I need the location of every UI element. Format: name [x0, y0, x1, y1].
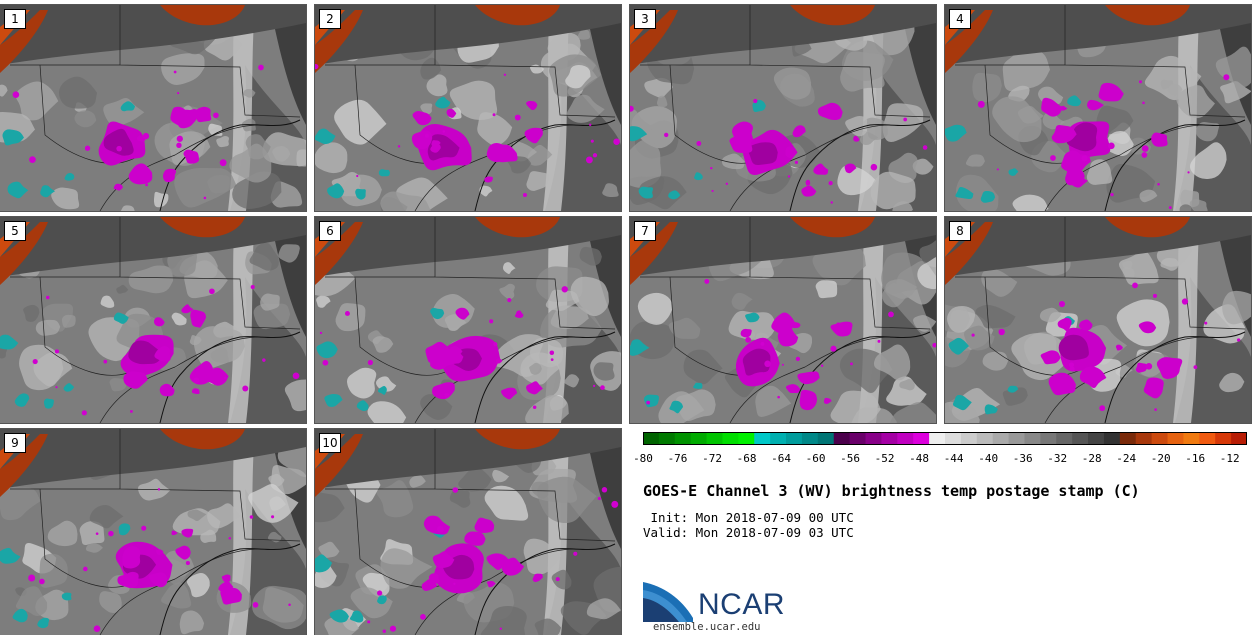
panel-label: 9 — [4, 433, 26, 453]
colorbar-tick-label: -76 — [667, 452, 688, 465]
colorbar-tick-label: -12 — [1219, 452, 1240, 465]
colorbar-swatch — [1151, 432, 1169, 445]
colorbar-swatch — [929, 432, 946, 445]
postage-stamp-panel: 2 — [314, 4, 622, 212]
colorbar-swatch — [865, 432, 882, 445]
ncar-logo-text: NCAR — [698, 588, 786, 621]
colorbar-swatch — [1183, 432, 1200, 445]
colorbar-tick-label: -28 — [1081, 452, 1102, 465]
postage-stamp-panel: 10 — [314, 428, 622, 635]
panel-label: 10 — [319, 433, 341, 453]
valid-time: Valid: Mon 2018-07-09 03 UTC — [643, 525, 854, 540]
colorbar-swatch — [643, 432, 660, 445]
postage-stamp-panel: 7 — [629, 216, 937, 424]
postage-stamp-panel: 8 — [944, 216, 1252, 424]
colorbar-tick-label: -52 — [874, 452, 895, 465]
colorbar-tick-label: -72 — [702, 452, 722, 465]
init-time: Init: Mon 2018-07-09 00 UTC — [643, 510, 854, 525]
colorbar-tick-label: -80 — [633, 452, 653, 465]
colorbar-tick-label: -44 — [943, 452, 964, 465]
postage-stamp-panel: 6 — [314, 216, 622, 424]
colorbar-swatch — [833, 432, 851, 445]
colorbar-swatch — [738, 432, 755, 445]
colorbar-swatch — [786, 432, 803, 445]
colorbar-tick-label: -36 — [1012, 452, 1033, 465]
colorbar-swatch — [658, 432, 676, 445]
ncar-swoosh-icon — [643, 582, 693, 622]
colorbar-swatch — [1103, 432, 1121, 445]
panel-label: 7 — [634, 221, 656, 241]
panel-label: 5 — [4, 221, 26, 241]
colorbar-swatch — [881, 432, 898, 445]
postage-stamp-panel: 5 — [0, 216, 307, 424]
colorbar-swatch — [1167, 432, 1184, 445]
colorbar-tick-label: -16 — [1185, 452, 1206, 465]
ncar-logo: NCAR ensemble.ucar.edu — [643, 578, 793, 634]
postage-stamp-panel: 4 — [944, 4, 1252, 212]
postage-stamp-panel: 3 — [629, 4, 937, 212]
colorbar-swatch — [801, 432, 819, 445]
colorbar-swatch — [976, 432, 994, 445]
colorbar-tick-label: -24 — [1116, 452, 1137, 465]
colorbar-tick-label: -40 — [978, 452, 999, 465]
wv-brightness-map — [0, 5, 306, 211]
ensemble-url: ensemble.ucar.edu — [653, 621, 761, 633]
wv-brightness-map — [0, 429, 306, 635]
colorbar-swatch — [960, 432, 978, 445]
colorbar-swatch — [706, 432, 723, 445]
colorbar-swatch — [1215, 432, 1232, 445]
colorbar-swatch — [1199, 432, 1216, 445]
wv-brightness-map — [945, 217, 1251, 423]
colorbar-tick-label: -32 — [1047, 452, 1068, 465]
colorbar-swatch — [1135, 432, 1153, 445]
panel-label: 8 — [949, 221, 971, 241]
colorbar-swatch — [754, 432, 771, 445]
wv-brightness-map — [315, 217, 621, 423]
colorbar-swatch — [817, 432, 835, 445]
colorbar-swatches — [643, 432, 1247, 445]
colorbar-swatch — [1119, 432, 1137, 445]
colorbar-swatch — [897, 432, 914, 445]
wv-brightness-map — [315, 429, 621, 635]
wv-brightness-map — [0, 217, 306, 423]
colorbar-swatch — [770, 432, 787, 445]
colorbar-swatch — [1040, 432, 1057, 445]
figure-title: GOES-E Channel 3 (WV) brightness temp po… — [643, 482, 1140, 500]
colorbar-tick-label: -60 — [805, 452, 826, 465]
colorbar-swatch — [1008, 432, 1025, 445]
colorbar-tick-label: -48 — [909, 452, 930, 465]
colorbar-tick-label: -56 — [840, 452, 861, 465]
colorbar-swatch — [674, 432, 692, 445]
panel-label: 6 — [319, 221, 341, 241]
colorbar-swatch — [913, 432, 930, 445]
colorbar-swatch — [1056, 432, 1073, 445]
panel-label: 3 — [634, 9, 656, 29]
panel-label: 2 — [319, 9, 341, 29]
colorbar-swatch — [722, 432, 739, 445]
colorbar-swatch — [1024, 432, 1041, 445]
postage-stamp-panel: 1 — [0, 4, 307, 212]
wv-brightness-map — [630, 217, 936, 423]
postage-stamp-panel: 9 — [0, 428, 307, 635]
colorbar-swatch — [1072, 432, 1089, 445]
colorbar-swatch — [849, 432, 867, 445]
colorbar-tick-label: -20 — [1150, 452, 1171, 465]
wv-brightness-map — [945, 5, 1251, 211]
colorbar-swatch — [1088, 432, 1105, 445]
colorbar-swatch — [1231, 432, 1247, 445]
colorbar-swatch — [945, 432, 962, 445]
panel-label: 4 — [949, 9, 971, 29]
wv-brightness-map — [630, 5, 936, 211]
colorbar-tick-label: -64 — [771, 452, 791, 465]
panel-label: 1 — [4, 9, 26, 29]
wv-brightness-map — [315, 5, 621, 211]
colorbar — [643, 432, 1247, 445]
colorbar-tick-label: -68 — [736, 452, 757, 465]
colorbar-swatch — [690, 432, 708, 445]
colorbar-swatch — [992, 432, 1010, 445]
